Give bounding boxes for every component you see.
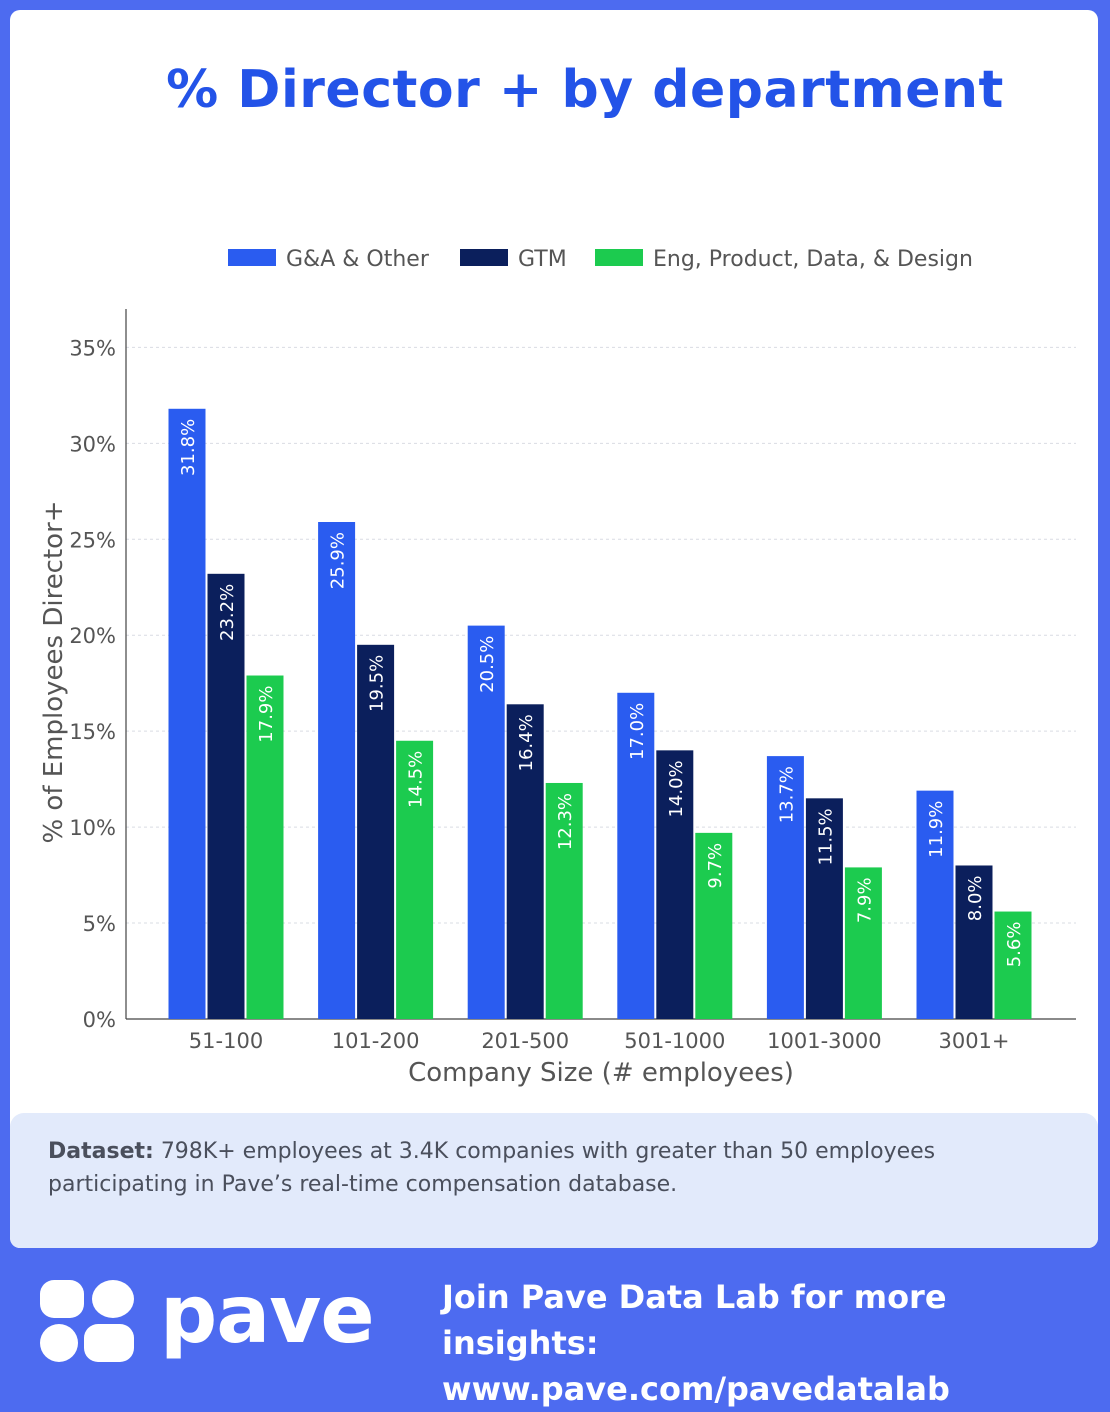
data-label: 5.6% — [1004, 922, 1025, 968]
data-label: 11.5% — [815, 808, 836, 865]
data-label: 16.4% — [516, 714, 537, 771]
x-tick-label: 3001+ — [938, 1029, 1009, 1053]
dataset-text: 798K+ employees at 3.4K companies with g… — [48, 1139, 936, 1197]
cta-link[interactable]: www.pave.com/pavedatalab — [442, 1370, 950, 1408]
data-label: 23.2% — [217, 584, 238, 641]
bar-0-4 — [766, 756, 804, 1019]
data-label: 20.5% — [477, 636, 498, 693]
bar-2-4 — [844, 867, 882, 1019]
y-tick-label: 35% — [69, 336, 116, 360]
legend-swatch — [228, 249, 276, 266]
y-tick-label: 5% — [83, 912, 116, 936]
dataset-label: Dataset: — [48, 1139, 154, 1164]
y-tick-label: 10% — [69, 816, 116, 840]
data-label: 25.9% — [328, 532, 349, 589]
cta-line-1: Join Pave Data Lab for more insights: — [442, 1278, 947, 1362]
x-axis-title: Company Size (# employees) — [408, 1058, 794, 1088]
bar-1-4 — [805, 798, 843, 1019]
y-tick-label: 25% — [69, 528, 116, 552]
legend-label: GTM — [518, 247, 567, 272]
bar-0-5 — [916, 790, 954, 1019]
x-tick-label: 1001-3000 — [767, 1029, 881, 1053]
bar-0-1 — [318, 522, 356, 1019]
x-tick-label: 101-200 — [332, 1029, 420, 1053]
y-axis-title: % of Employees Director+ — [39, 500, 69, 843]
y-tick-label: 15% — [69, 720, 116, 744]
bar-2-2 — [545, 782, 583, 1019]
bar-2-1 — [396, 740, 434, 1019]
bar-1-0 — [207, 573, 245, 1019]
legend-swatch — [595, 249, 643, 266]
dataset-note: Dataset: 798K+ employees at 3.4K compani… — [10, 1113, 1098, 1248]
chart-card: % Director + by department 0% 5% 10% 15% 20%… — [10, 10, 1098, 1248]
bar-2-5 — [994, 911, 1032, 1019]
bar-1-3 — [656, 750, 694, 1019]
bar-1-5 — [955, 865, 993, 1019]
page-title: % Director + by department — [166, 60, 1004, 120]
data-label: 9.7% — [705, 843, 726, 889]
x-tick-label: 501-1000 — [624, 1029, 725, 1053]
legend-swatch — [460, 249, 508, 266]
pave-logo-icon — [40, 1280, 134, 1362]
data-label: 11.9% — [926, 801, 947, 858]
data-label: 13.7% — [776, 766, 797, 823]
y-tick-label: 0% — [83, 1008, 116, 1032]
footer-banner: pave Join Pave Data Lab for more insight… — [0, 1248, 1110, 1408]
bar-1-2 — [506, 704, 544, 1019]
bar-1-1 — [357, 644, 395, 1019]
data-label: 19.5% — [367, 655, 388, 712]
data-label: 8.0% — [965, 875, 986, 921]
data-label: 14.0% — [666, 760, 687, 817]
data-label: 17.9% — [256, 686, 277, 743]
pave-wordmark: pave — [160, 1268, 375, 1361]
y-tick-label: 30% — [69, 432, 116, 456]
bar-2-0 — [246, 675, 284, 1019]
bar-0-2 — [467, 625, 505, 1019]
y-tick-label: 20% — [69, 624, 116, 648]
bar-0-0 — [168, 408, 206, 1019]
x-tick-label: 51-100 — [189, 1029, 263, 1053]
cta-text: Join Pave Data Lab for more insights: ww… — [442, 1274, 1110, 1412]
data-label: 7.9% — [854, 877, 875, 923]
data-label: 31.8% — [178, 419, 199, 476]
data-label: 14.5% — [406, 751, 427, 808]
x-tick-label: 201-500 — [481, 1029, 569, 1053]
data-label: 12.3% — [555, 793, 576, 850]
legend-label: Eng, Product, Data, & Design — [653, 247, 973, 272]
bar-chart: 0% 5% 10% 15% 20% 25% 30% 35% 31.8% 23.2% 17.9% 51-… — [39, 247, 1076, 1088]
bar-0-3 — [617, 692, 655, 1019]
data-label: 17.0% — [627, 703, 648, 760]
legend-label: G&A & Other — [286, 247, 430, 272]
bar-2-3 — [695, 832, 733, 1019]
